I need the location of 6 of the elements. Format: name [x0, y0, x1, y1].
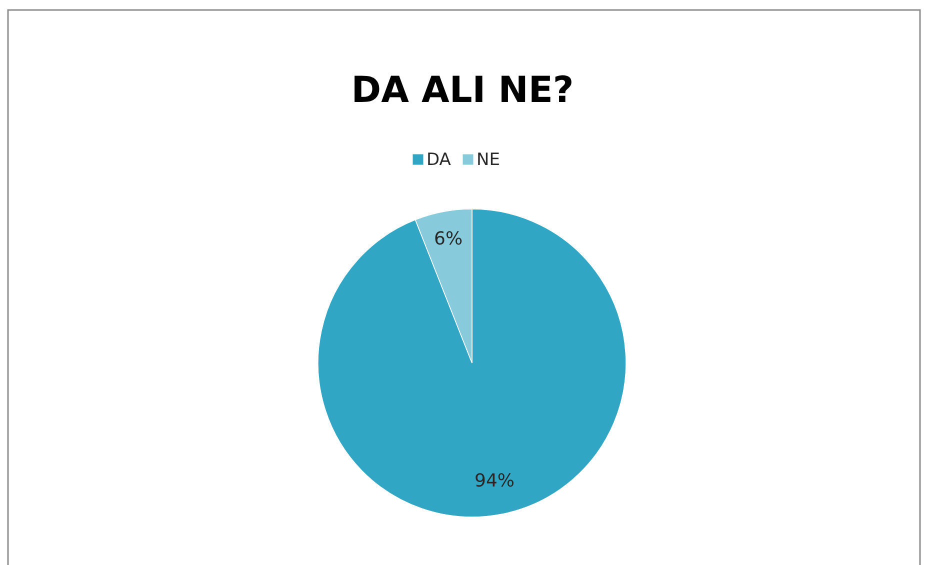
pie-slice — [318, 208, 626, 518]
legend-label: NE — [476, 150, 500, 170]
data-label: 94% — [474, 470, 515, 492]
data-label: 6% — [434, 228, 463, 250]
chart-title: DA ALI NE? — [351, 70, 574, 111]
legend-label: DA — [426, 150, 452, 170]
